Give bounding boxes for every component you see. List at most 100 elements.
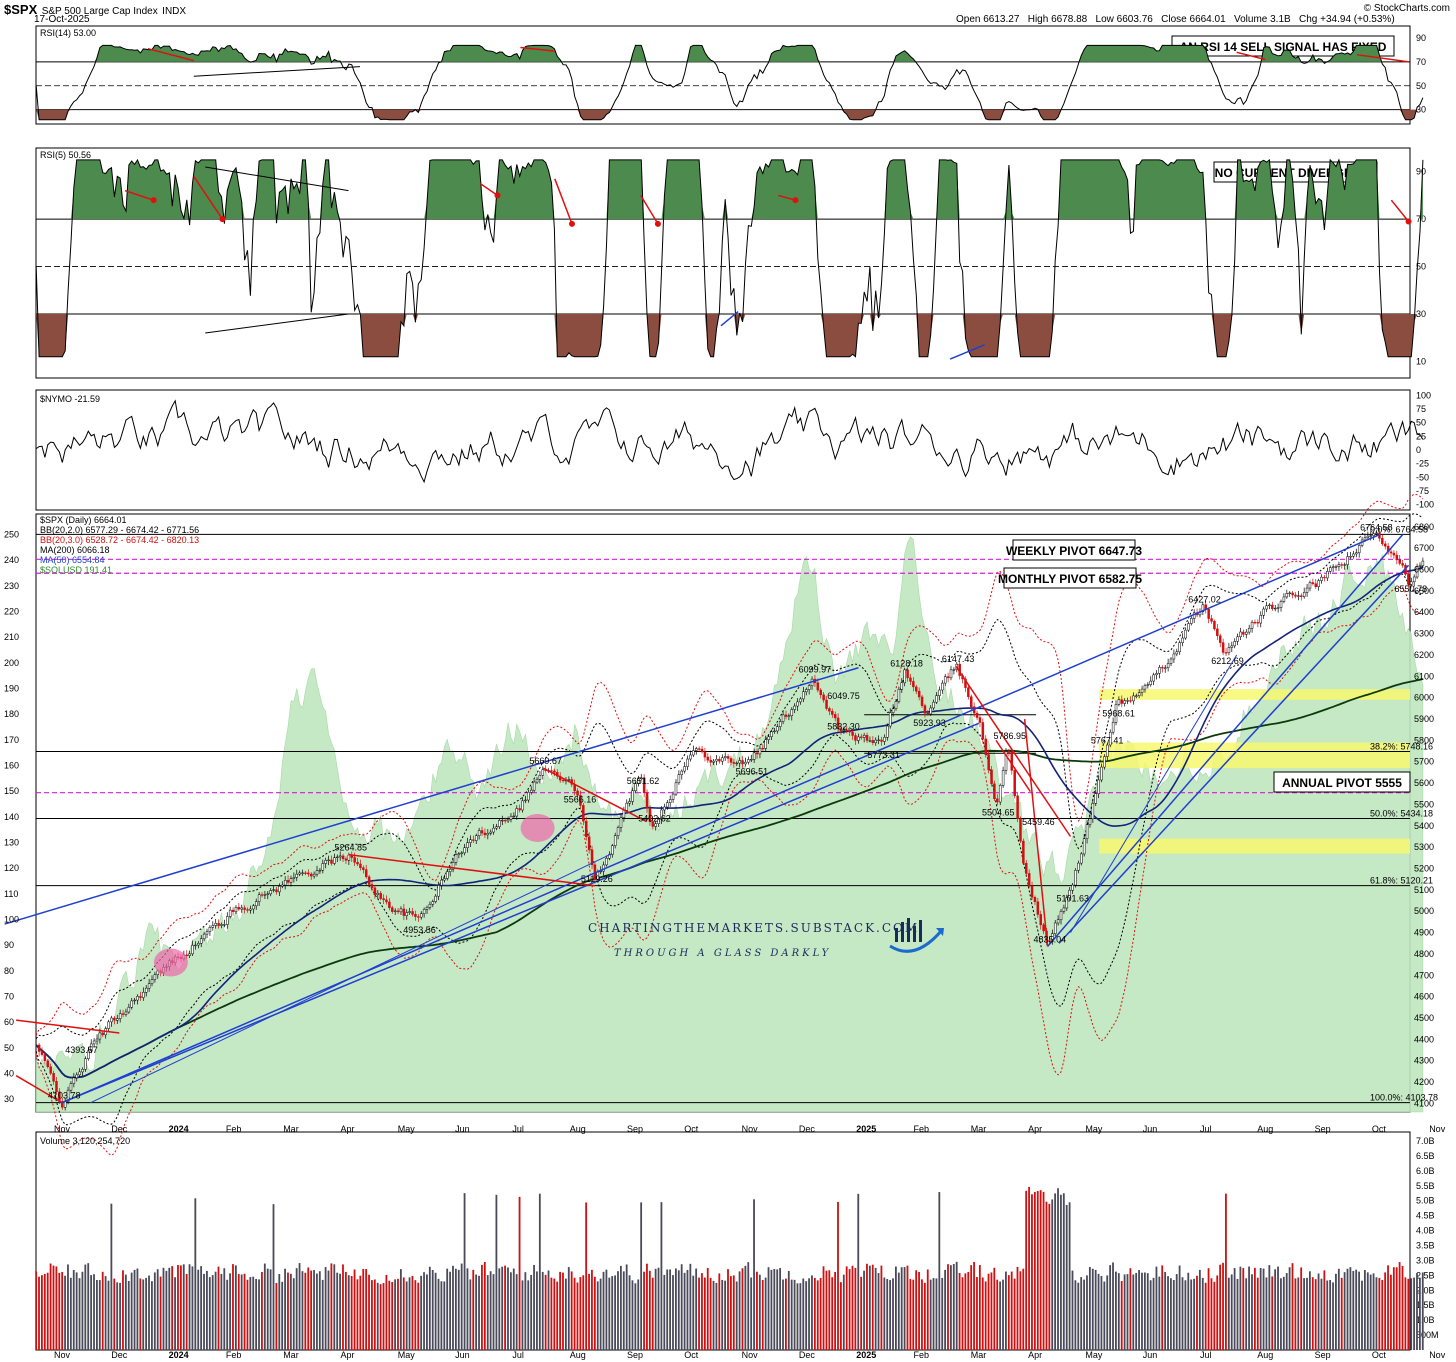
candle-body (1172, 653, 1176, 660)
volume-bar (999, 1281, 1002, 1350)
candle-body (752, 752, 756, 760)
candle-body (654, 823, 657, 827)
candle-body (367, 876, 371, 885)
swing-label-25: 6212.69 (1211, 656, 1244, 666)
volume-bar (483, 1262, 486, 1350)
candle-body (1297, 595, 1300, 597)
price-left-tick-0: 250 (4, 530, 19, 540)
price-legend: $SPX (Daily) 6664.01 BB(20,2.0) 6577.29 … (40, 515, 199, 575)
volume-bar (75, 1272, 78, 1350)
volume-bar (805, 1281, 808, 1350)
volume-bar (715, 1282, 718, 1350)
volume-bar (431, 1269, 434, 1350)
candle-body (95, 1038, 99, 1042)
volume-bar (784, 1278, 787, 1350)
rsi14-divergence-0 (147, 47, 194, 62)
candle-body (938, 689, 941, 696)
volume-bar (987, 1273, 990, 1350)
volume-bar (353, 1269, 356, 1350)
volume-bar (269, 1269, 272, 1350)
volume-bar (732, 1275, 735, 1350)
candle-body (385, 899, 388, 903)
candle-body (796, 701, 799, 707)
volume-bar (839, 1282, 842, 1350)
price-right-tick-27: 4100 (1414, 1098, 1434, 1108)
candle-body (1103, 756, 1106, 768)
candle-body (1265, 605, 1268, 610)
x-month-label-bottom-14: 2025 (856, 1350, 876, 1360)
candle-body (764, 739, 767, 749)
volume-bar (1060, 1194, 1062, 1350)
volume-bar (854, 1267, 857, 1350)
volume-bar (1282, 1276, 1285, 1350)
candle-body (1259, 614, 1263, 624)
x-month-label-bottom-15: Feb (914, 1350, 930, 1360)
candle-body (1210, 618, 1213, 622)
volume-bar (938, 1192, 941, 1350)
x-month-label-6: May (398, 1124, 416, 1134)
volume-bar (1262, 1268, 1265, 1350)
swing-label-12: 5832.30 (827, 721, 860, 731)
volume-bar (452, 1265, 454, 1350)
candle-body (446, 871, 449, 879)
volume-bar (278, 1274, 281, 1350)
volume-bar (564, 1278, 567, 1350)
volume-bar (978, 1265, 981, 1350)
volume-bar (1112, 1262, 1114, 1350)
candle-body (984, 738, 987, 755)
candle-body (359, 863, 362, 868)
x-month-label-20: Jul (1200, 1124, 1212, 1134)
volume-bar (1158, 1276, 1161, 1350)
candle-body (529, 789, 533, 793)
volume-bar (640, 1202, 643, 1350)
candle-body (970, 696, 973, 707)
volume-bar (194, 1198, 197, 1350)
volume-bar (906, 1265, 909, 1350)
volume-bar (486, 1275, 489, 1350)
candle-body (136, 996, 139, 1001)
volume-bar (1129, 1268, 1132, 1350)
volume-bar (246, 1279, 249, 1350)
volume-bar (67, 1264, 69, 1350)
trendline-8 (15, 1075, 63, 1104)
candle-body (1091, 803, 1095, 819)
candle-body (1019, 818, 1022, 842)
volume-tick-2: 6.0B (1416, 1166, 1435, 1176)
nymo-tick-6: -50 (1416, 472, 1429, 482)
volume-bar (698, 1277, 700, 1350)
candle-body (46, 1060, 50, 1067)
candle-body (1033, 897, 1037, 902)
price-right-tick-22: 4600 (1414, 992, 1434, 1002)
candle-body (987, 754, 990, 771)
volume-bar (101, 1271, 104, 1350)
candle-body (915, 686, 918, 692)
candle-body (964, 678, 967, 688)
volume-bar (316, 1273, 318, 1350)
volume-bar (596, 1281, 599, 1350)
swing-label-9: 5696.51 (736, 766, 769, 776)
volume-bar (272, 1204, 275, 1350)
volume-bar (816, 1280, 819, 1350)
rsi5-panel: RSI(5) 50.56 NO CURRENT DIVERGENCE 90705… (35, 150, 1426, 366)
candle-body (298, 872, 301, 875)
trendline-2 (61, 722, 980, 1104)
candle-body (278, 886, 281, 893)
volume-bar (185, 1273, 188, 1350)
candle-body (625, 802, 629, 811)
volume-bar (495, 1194, 498, 1350)
price-left-tick-17: 80 (4, 966, 14, 976)
candle-body (1291, 592, 1294, 596)
candle-body (254, 901, 258, 907)
candle-body (1268, 604, 1271, 607)
volume-bar (1375, 1277, 1378, 1350)
volume-bar (350, 1275, 353, 1350)
volume-bar (179, 1265, 182, 1350)
volume-bar (255, 1278, 258, 1350)
volume-bar (165, 1270, 168, 1350)
volume-bar (544, 1274, 547, 1350)
volume-bar (1274, 1269, 1277, 1350)
candle-body (998, 785, 1002, 803)
candle-body (78, 1071, 81, 1076)
candle-body (1036, 901, 1040, 915)
candle-body (709, 759, 712, 763)
